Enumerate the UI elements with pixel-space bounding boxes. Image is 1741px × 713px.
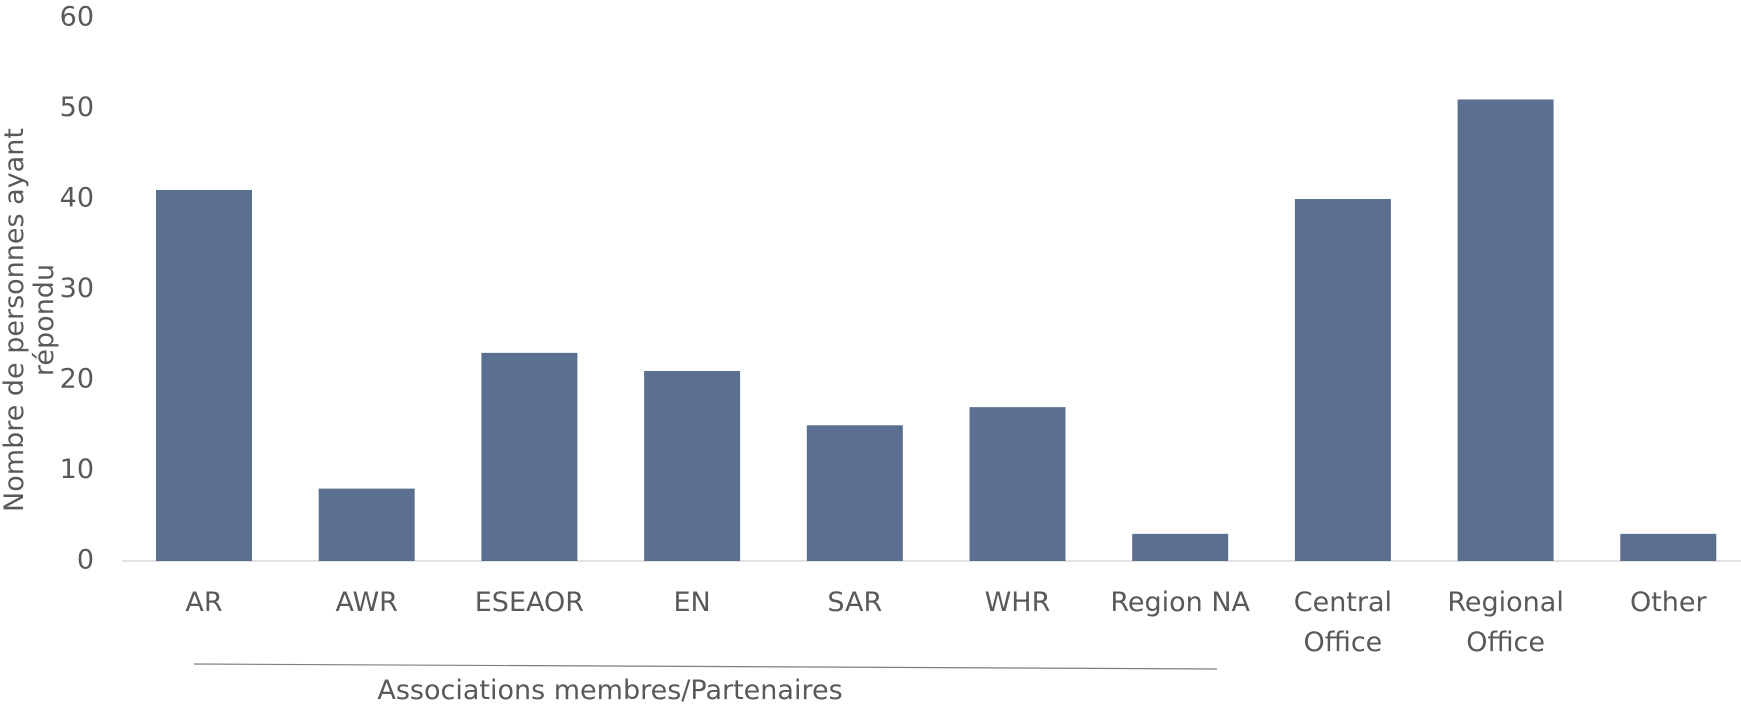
- y-tick-label: 20: [60, 364, 94, 395]
- bar: [481, 352, 578, 561]
- bar: [1294, 199, 1391, 561]
- x-tick-label: SAR: [827, 587, 883, 618]
- y-tick-label: 50: [60, 92, 94, 123]
- x-tick-label: AWR: [335, 587, 398, 618]
- bar: [1457, 99, 1554, 561]
- group-label: Associations membres/Partenaires: [377, 675, 843, 706]
- group-bracket: [193, 663, 1218, 670]
- x-tick-label: EN: [673, 587, 711, 618]
- x-tick-label: Central Office: [1293, 587, 1393, 658]
- y-tick-label: 10: [60, 454, 94, 485]
- y-tick-label: 0: [77, 545, 94, 576]
- x-tick-label: Regional Office: [1447, 587, 1564, 658]
- bar: [806, 425, 903, 561]
- bar: [1620, 533, 1717, 561]
- x-tick-label: ESEAOR: [474, 587, 585, 618]
- x-tick-label: Other: [1629, 587, 1707, 618]
- bar: [156, 189, 252, 561]
- bar: [1132, 533, 1229, 561]
- bar: [318, 488, 415, 561]
- bar: [644, 370, 741, 561]
- x-tick-label: WHR: [984, 587, 1051, 618]
- y-axis-title: Nombre de personnes ayant répondu: [0, 128, 60, 512]
- x-tick-label: AR: [185, 587, 223, 618]
- y-tick-label: 30: [60, 273, 94, 304]
- y-tick-label: 60: [60, 2, 94, 33]
- x-tick-label: Region NA: [1110, 587, 1251, 618]
- bar: [969, 407, 1066, 561]
- y-tick-label: 40: [60, 183, 94, 214]
